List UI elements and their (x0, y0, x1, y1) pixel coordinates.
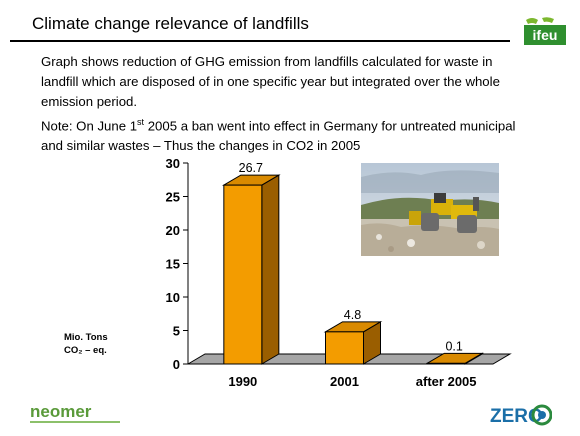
title-divider (10, 40, 510, 42)
bar-value-label: 4.8 (344, 308, 361, 322)
bar-top (323, 321, 383, 333)
ifeu-logo-text: ifeu (533, 27, 558, 43)
bar (223, 184, 263, 365)
neomer-logo: neomer (30, 402, 120, 423)
bar (426, 362, 466, 365)
y-tick-label: 0 (173, 357, 180, 372)
chart-floor (186, 353, 512, 365)
bar-side (464, 352, 483, 365)
zero-logo: ZERO (490, 404, 552, 426)
bar (325, 331, 364, 365)
bar-side (261, 174, 280, 365)
slide-title: Climate change relevance of landfills (32, 14, 309, 33)
bar-value-label: 26.7 (239, 161, 263, 175)
bar-value-label: 0.1 (445, 339, 462, 353)
bar-side (363, 320, 381, 365)
neomer-logo-text: neomer (30, 402, 92, 421)
description-paragraph: Graph shows reduction of GHG emission fr… (41, 54, 500, 109)
y-axis-label-line1: Mio. Tons (64, 332, 108, 343)
y-tick-label: 5 (173, 324, 180, 339)
note-prefix: Note: On June 1 (41, 118, 138, 134)
y-tick-label: 10 (166, 290, 180, 305)
y-axis-label-line2: CO₂ – eq. (64, 345, 107, 356)
note-superscript: st (137, 117, 145, 127)
note-suffix: 2005 a ban went into effect in Germany f… (41, 118, 516, 154)
y-tick-label: 20 (166, 223, 180, 238)
bar-top (425, 352, 485, 364)
x-category-label: 1990 (228, 374, 257, 389)
y-tick-label: 30 (166, 156, 180, 171)
x-category-label: after 2005 (416, 374, 477, 389)
zero-logo-text: ZERO (490, 406, 543, 426)
ifeu-logo: ifeu (524, 17, 566, 45)
x-category-label: 2001 (330, 374, 359, 389)
y-tick-label: 15 (166, 257, 180, 272)
y-axis-label: Mio. Tons CO₂ – eq. (64, 331, 108, 357)
y-tick-label: 25 (166, 190, 180, 205)
landfill-compactor-photo (361, 163, 499, 256)
bar-top (221, 174, 281, 186)
note-paragraph: Note: On June 1st 2005 a ban went into e… (41, 112, 531, 156)
